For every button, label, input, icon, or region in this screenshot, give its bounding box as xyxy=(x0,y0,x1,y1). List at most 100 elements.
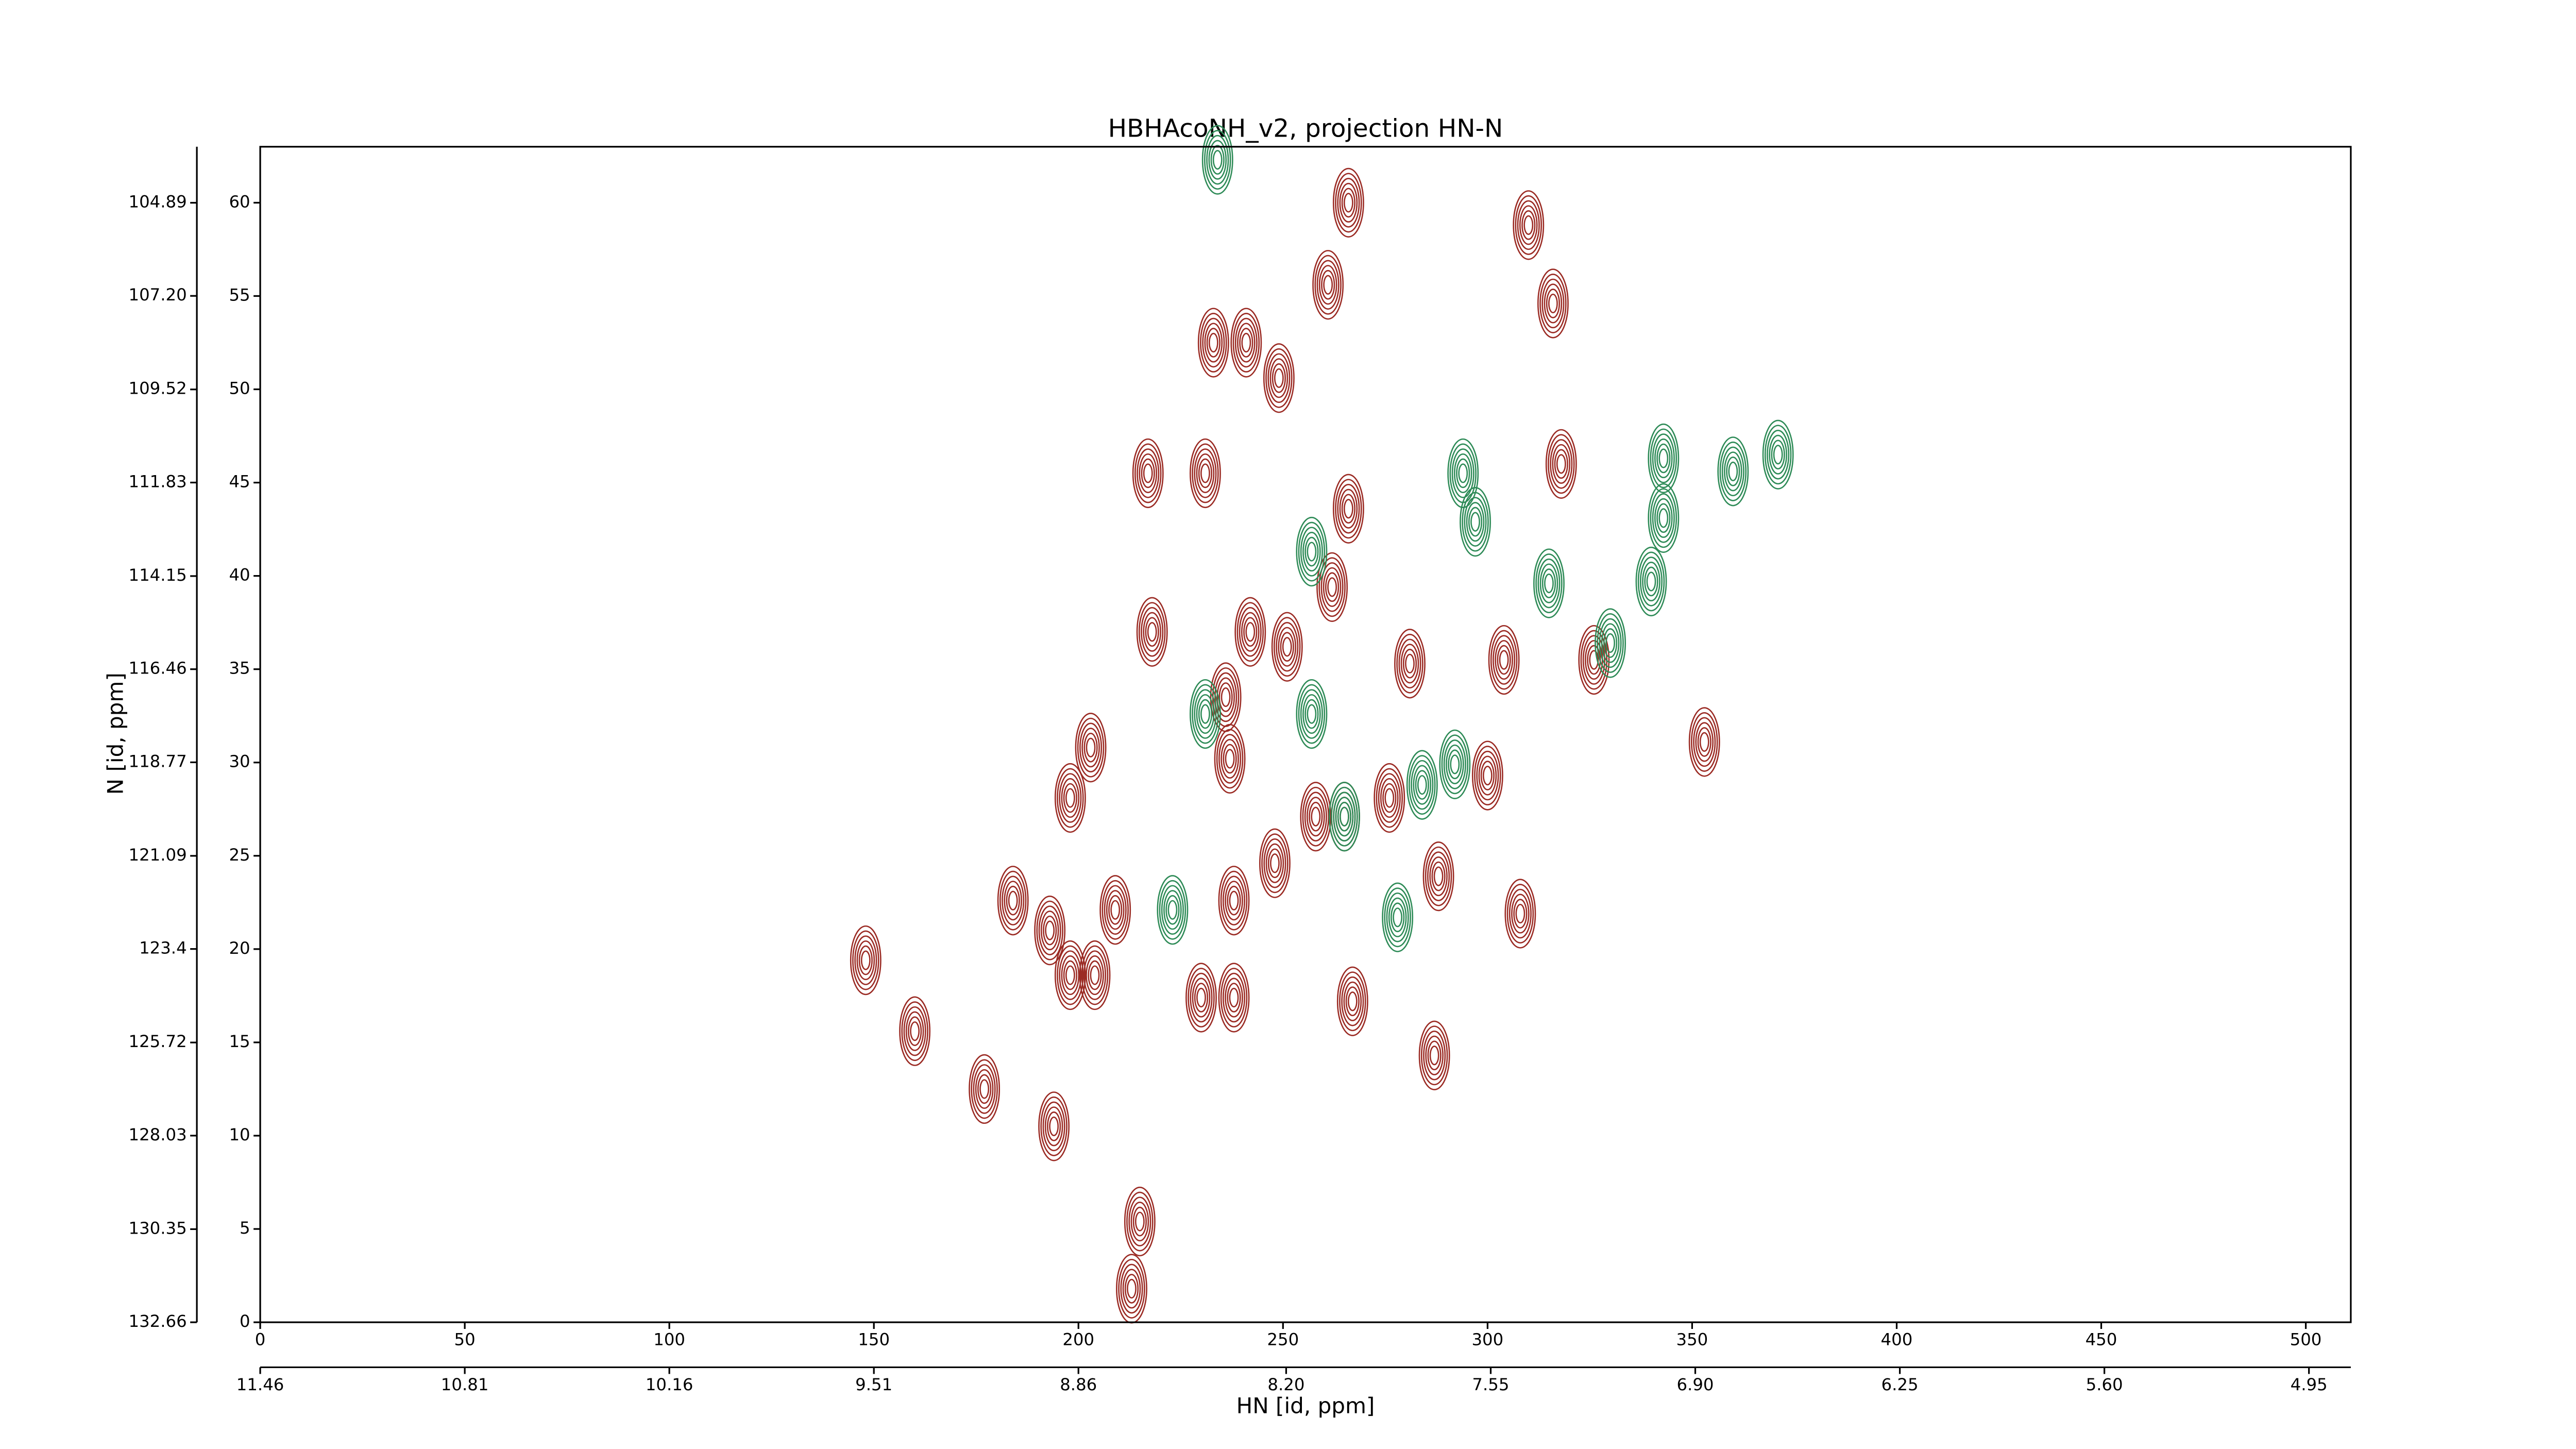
contour-ring xyxy=(1280,632,1294,662)
contour-ring xyxy=(1276,622,1299,672)
contour-ring xyxy=(1218,734,1242,784)
y-tick-label: 10 xyxy=(229,1125,250,1144)
contour-ring xyxy=(1642,561,1660,601)
contour-ring xyxy=(1099,875,1131,945)
peak xyxy=(1513,190,1545,260)
contour-ring xyxy=(1343,499,1353,519)
contour-ring xyxy=(1040,1096,1067,1156)
contour-ring xyxy=(1658,508,1669,528)
contour-ring xyxy=(1196,453,1215,493)
contour-ring xyxy=(1648,483,1680,553)
contour-ring xyxy=(1300,782,1332,852)
contour-ring xyxy=(1110,900,1121,920)
contour-ring xyxy=(1063,960,1077,990)
contour-ring xyxy=(1323,275,1333,295)
contour-ring xyxy=(1495,640,1513,680)
contour-ring xyxy=(1339,971,1366,1032)
contour-ring xyxy=(1443,739,1466,789)
contour-ring xyxy=(1312,250,1344,320)
contour-ring xyxy=(1420,1025,1448,1086)
contour-ring xyxy=(1658,448,1669,468)
x2-tick-label: 11.46 xyxy=(236,1375,284,1394)
contour-ring xyxy=(1081,945,1109,1005)
contour-ring xyxy=(977,1074,992,1104)
contour-ring xyxy=(1132,438,1164,509)
contour-ring xyxy=(1497,645,1511,675)
contour-ring xyxy=(1159,880,1187,940)
peak xyxy=(1234,597,1266,667)
contour-ring xyxy=(1548,293,1558,314)
contour-ring xyxy=(1090,965,1100,985)
x2-tick-label: 6.90 xyxy=(1676,1375,1714,1394)
contour-ring xyxy=(1460,486,1491,557)
contour-ring xyxy=(1225,749,1235,769)
y-tick-label: 15 xyxy=(229,1032,250,1051)
contour-ring xyxy=(1639,557,1663,606)
contour-ring xyxy=(1341,188,1355,218)
contour-ring xyxy=(1137,448,1160,498)
contour-ring xyxy=(1130,1202,1149,1242)
y2-tick-label: 121.09 xyxy=(129,845,187,865)
contour-ring xyxy=(1234,317,1258,368)
contour-ring xyxy=(1165,895,1180,925)
contour-ring xyxy=(1229,987,1239,1008)
peak xyxy=(1328,782,1360,852)
contour-ring xyxy=(1204,323,1223,363)
contour-ring xyxy=(1197,308,1229,378)
contour-ring xyxy=(1302,532,1321,572)
contour-ring xyxy=(1539,274,1567,333)
contour-ring xyxy=(1773,445,1783,465)
contour-ring xyxy=(1061,955,1080,996)
contour-ring xyxy=(1578,625,1610,695)
contour-ring xyxy=(1451,448,1475,498)
x2-tick-label: 6.25 xyxy=(1882,1375,1919,1394)
peak xyxy=(1418,1020,1450,1090)
peak xyxy=(1545,429,1577,499)
y2-tick-label: 109.52 xyxy=(129,379,187,398)
contour-ring xyxy=(1202,317,1225,368)
contour-ring xyxy=(1200,313,1227,373)
contour-ring xyxy=(1333,791,1356,841)
peak xyxy=(1185,963,1217,1033)
contour-ring xyxy=(1038,1091,1070,1161)
contour-ring xyxy=(1411,760,1434,810)
contour-ring xyxy=(1263,838,1286,888)
contour-ring xyxy=(1239,328,1253,358)
peak xyxy=(1190,679,1221,749)
contour-ring xyxy=(1132,1206,1147,1237)
peak xyxy=(1688,707,1720,777)
y2-tick-label: 111.83 xyxy=(129,471,187,491)
contour-ring xyxy=(1764,425,1792,485)
contour-ring xyxy=(908,1016,922,1046)
contour-ring xyxy=(1079,940,1111,1010)
contour-ring xyxy=(1065,965,1075,985)
contour-ring xyxy=(1652,493,1675,543)
contour-ring xyxy=(1480,761,1495,790)
contour-ring xyxy=(1049,1116,1059,1136)
contour-ring xyxy=(1304,699,1319,729)
contour-ring xyxy=(1388,897,1407,937)
contour-ring xyxy=(1523,215,1534,235)
contour-ring xyxy=(1278,627,1297,667)
peak xyxy=(1648,423,1680,494)
contour-ring xyxy=(1145,617,1159,647)
contour-ring xyxy=(1380,778,1399,818)
contour-ring xyxy=(1167,900,1178,920)
contour-ring xyxy=(1141,607,1164,657)
contour-ring xyxy=(1124,1186,1156,1257)
contour-ring xyxy=(1311,806,1321,827)
contour-ring xyxy=(1063,783,1077,813)
peak xyxy=(1439,729,1471,799)
contour-ring xyxy=(1212,150,1223,170)
contour-ring xyxy=(1296,516,1328,587)
contour-ring xyxy=(1124,1274,1139,1304)
contour-ring xyxy=(1691,712,1718,772)
x-tick-label: 100 xyxy=(653,1330,685,1350)
contour-ring xyxy=(1088,960,1102,990)
x2-tick-label: 8.86 xyxy=(1060,1375,1097,1394)
contour-ring xyxy=(1470,512,1480,532)
contour-ring xyxy=(1120,1263,1143,1314)
contour-ring xyxy=(1161,885,1184,935)
peak xyxy=(899,996,931,1066)
